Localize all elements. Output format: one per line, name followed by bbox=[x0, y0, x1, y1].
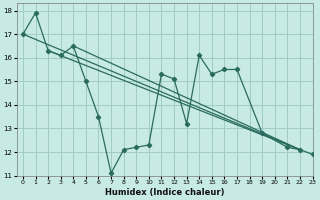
X-axis label: Humidex (Indice chaleur): Humidex (Indice chaleur) bbox=[105, 188, 224, 197]
